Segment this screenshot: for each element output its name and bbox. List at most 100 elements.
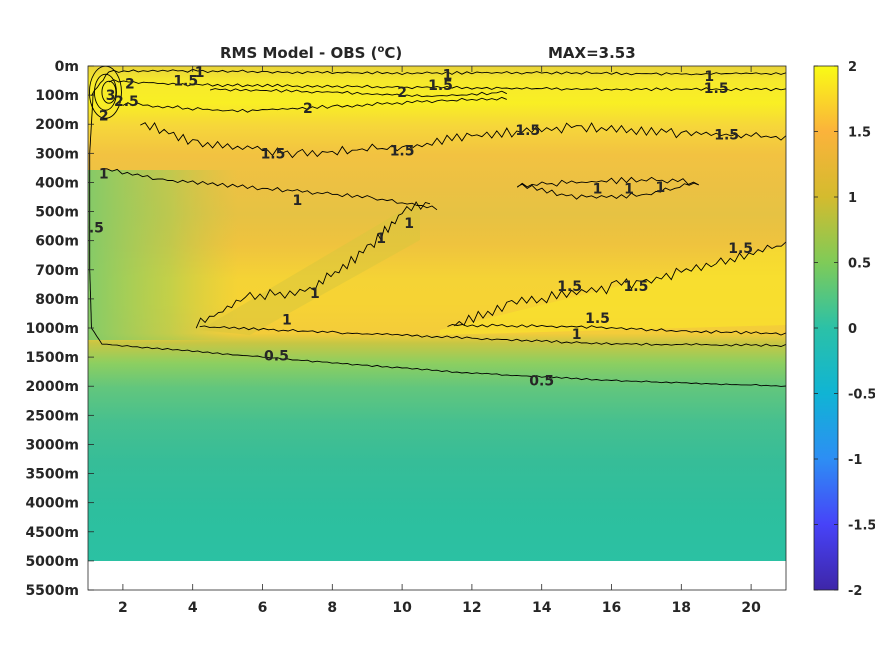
contour-label: 1.5: [428, 78, 453, 94]
y-tick-label: 500m: [35, 205, 79, 221]
colorbar-tick-label: 2: [848, 60, 857, 75]
contour-label: 2: [303, 101, 313, 117]
y-tick-label: 5000m: [25, 554, 79, 570]
x-tick-label: 4: [188, 600, 198, 616]
contour-label: 1: [404, 216, 414, 232]
contour-label: 0.5: [79, 221, 104, 237]
contour-label: 1: [195, 65, 205, 81]
y-axis: 0m 100m 200m 300m 400m 500m 600m 700m 800m 1000m 1…: [25, 59, 94, 599]
y-tick-label: 100m: [35, 88, 79, 104]
contour-label: 1: [282, 312, 292, 328]
contour-label: 1: [655, 180, 665, 196]
y-tick-label: 800m: [35, 292, 79, 308]
contour-label: 1.5: [585, 311, 610, 327]
contour-label: 1: [593, 181, 603, 197]
contour-label: 1.5: [261, 146, 286, 162]
contour-bubble-1: [517, 176, 700, 200]
contour-label: 1: [99, 167, 109, 183]
contour-label: 2: [397, 85, 407, 101]
y-tick-label: 4500m: [25, 525, 79, 541]
contour-label: 1.5: [515, 123, 540, 139]
y-tick-label: 1000m: [25, 321, 79, 337]
y-tick-label: 1500m: [25, 350, 79, 366]
contour-label: 1.5: [714, 127, 739, 143]
contour-label: 1.5: [624, 279, 649, 295]
contour-label: 1.5: [728, 241, 753, 257]
x-tick-label: 12: [462, 600, 481, 616]
contour-label: 2: [125, 76, 135, 92]
contour-label: 0.5: [529, 373, 554, 389]
contour-label: 1: [293, 193, 303, 209]
colorbar-ticks: 2 1.5 1 0.5 0 -0.5 -1 -1.5 -2: [814, 60, 875, 599]
y-tick-label: 3500m: [25, 467, 79, 483]
y-tick-label: 0m: [55, 59, 79, 75]
title-unit-sup: o: [378, 44, 385, 55]
contour-label: 1: [310, 286, 320, 302]
contour-2-upper: [209, 88, 508, 98]
low-rms-wedge: [88, 170, 238, 340]
max-label: MAX=3.53: [548, 44, 636, 62]
contour-label: 1.5: [557, 279, 582, 295]
colorbar: 2 1.5 1 0.5 0 -0.5 -1 -1.5 -2: [813, 60, 875, 599]
contour-surface-loop: [93, 73, 117, 111]
contour-label: 2.5: [114, 94, 139, 110]
colorbar-tick-label: -2: [848, 584, 862, 599]
contour-label: 1.5: [390, 143, 415, 159]
x-tick-label: 6: [258, 600, 268, 616]
y-tick-label: 2500m: [25, 408, 79, 424]
colorbar-tick-label: -0.5: [848, 388, 875, 403]
y-tick-label: 700m: [35, 263, 79, 279]
colorbar-tick-label: 1: [848, 191, 857, 206]
contour-label: 1: [572, 327, 582, 343]
contour-label: 1: [704, 69, 714, 85]
contour-1.5-right: [454, 241, 786, 327]
contour-lines: [89, 66, 786, 387]
x-axis: 2 4 6 8 10 12 14 16 18 20: [118, 66, 761, 616]
contour-2-lower: [122, 96, 507, 113]
contour-1.5-top: [108, 79, 786, 92]
contour-1-mid: [101, 168, 438, 211]
contour-1-bottom: [199, 325, 786, 347]
x-tick-label: 16: [602, 600, 621, 616]
diagonal-low-band: [200, 200, 420, 335]
y-tick-label: 5500m: [25, 583, 79, 599]
x-tick-label: 10: [392, 600, 412, 616]
contour-0.5-left: [89, 92, 786, 387]
contour-label: 1: [624, 181, 634, 197]
title-unit-tail: C): [384, 44, 402, 62]
contour-1-top: [91, 68, 786, 97]
colorbar-tick-label: -1: [848, 453, 862, 468]
y-tick-label: 200m: [35, 117, 79, 133]
contour-label: 2: [99, 108, 109, 124]
colorbar-tick-label: -1.5: [848, 519, 875, 534]
x-tick-label: 14: [532, 600, 552, 616]
contour-label: 1.5: [704, 81, 729, 97]
contour-1.5-mid: [140, 121, 786, 159]
y-tick-label: 3000m: [25, 437, 79, 453]
x-tick-label: 18: [672, 600, 691, 616]
right-high-band: [440, 245, 786, 335]
contour-label: 1: [376, 231, 386, 247]
contour-1.5-bottom: [447, 323, 786, 336]
contour-label: 0.5: [264, 349, 289, 365]
colorbar-tick-label: 1.5: [848, 126, 871, 141]
y-tick-label: 300m: [35, 146, 79, 162]
y-tick-label: 4000m: [25, 496, 79, 512]
colorbar-tick-label: 0.5: [848, 257, 871, 272]
x-tick-label: 8: [327, 600, 337, 616]
y-tick-label: 2000m: [25, 379, 79, 395]
colorbar-tick-label: 0: [848, 322, 857, 337]
contour-label: 3: [106, 88, 116, 104]
x-tick-label: 20: [741, 600, 761, 616]
chart-title: RMS Model - OBS (oC): [220, 44, 402, 62]
contour-label: 1.5: [173, 74, 198, 90]
y-tick-label: 400m: [35, 175, 79, 191]
contour-1-diagonal: [195, 201, 431, 329]
y-tick-label: 600m: [35, 234, 79, 250]
title-main: RMS Model - OBS (: [220, 44, 378, 62]
x-tick-label: 2: [118, 600, 128, 616]
contour-surface-loop: [101, 80, 117, 104]
